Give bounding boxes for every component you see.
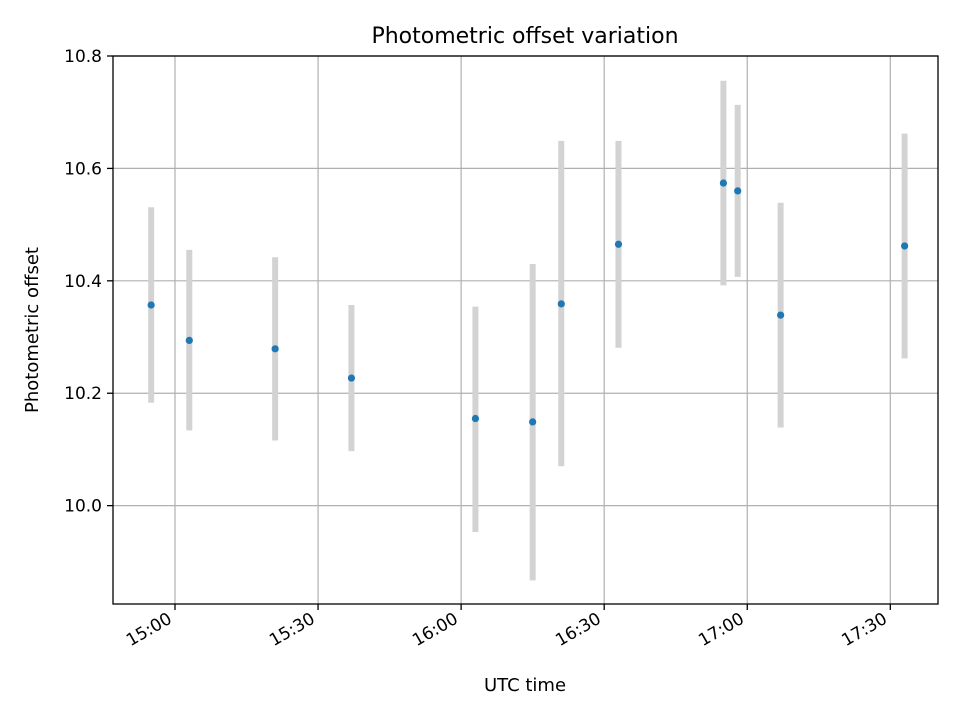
data-point bbox=[734, 187, 742, 195]
data-point bbox=[529, 418, 537, 426]
y-tick-label: 10.2 bbox=[64, 384, 102, 404]
data-point bbox=[147, 301, 155, 309]
data-point bbox=[271, 345, 279, 353]
y-tick-label: 10.0 bbox=[64, 497, 102, 517]
data-point bbox=[777, 311, 785, 319]
y-tick-label: 10.8 bbox=[64, 47, 102, 67]
data-point bbox=[471, 414, 480, 423]
data-points bbox=[147, 179, 909, 426]
data-point bbox=[614, 240, 623, 248]
data-point bbox=[719, 179, 728, 187]
plot-frame bbox=[112, 55, 939, 605]
data-point bbox=[901, 242, 909, 250]
chart-title: Photometric offset variation bbox=[371, 24, 678, 49]
y-tick-label: 10.6 bbox=[64, 159, 102, 179]
y-axis-ticks: 10.0 10.2 10.4 10.6 10.8 bbox=[64, 47, 113, 517]
data-point bbox=[557, 300, 565, 308]
data-point bbox=[347, 374, 356, 382]
y-axis-label: Photometric offset bbox=[22, 247, 43, 413]
x-axis-label: UTC time bbox=[484, 675, 566, 696]
data-point bbox=[185, 336, 193, 344]
y-tick-label: 10.4 bbox=[64, 272, 102, 292]
